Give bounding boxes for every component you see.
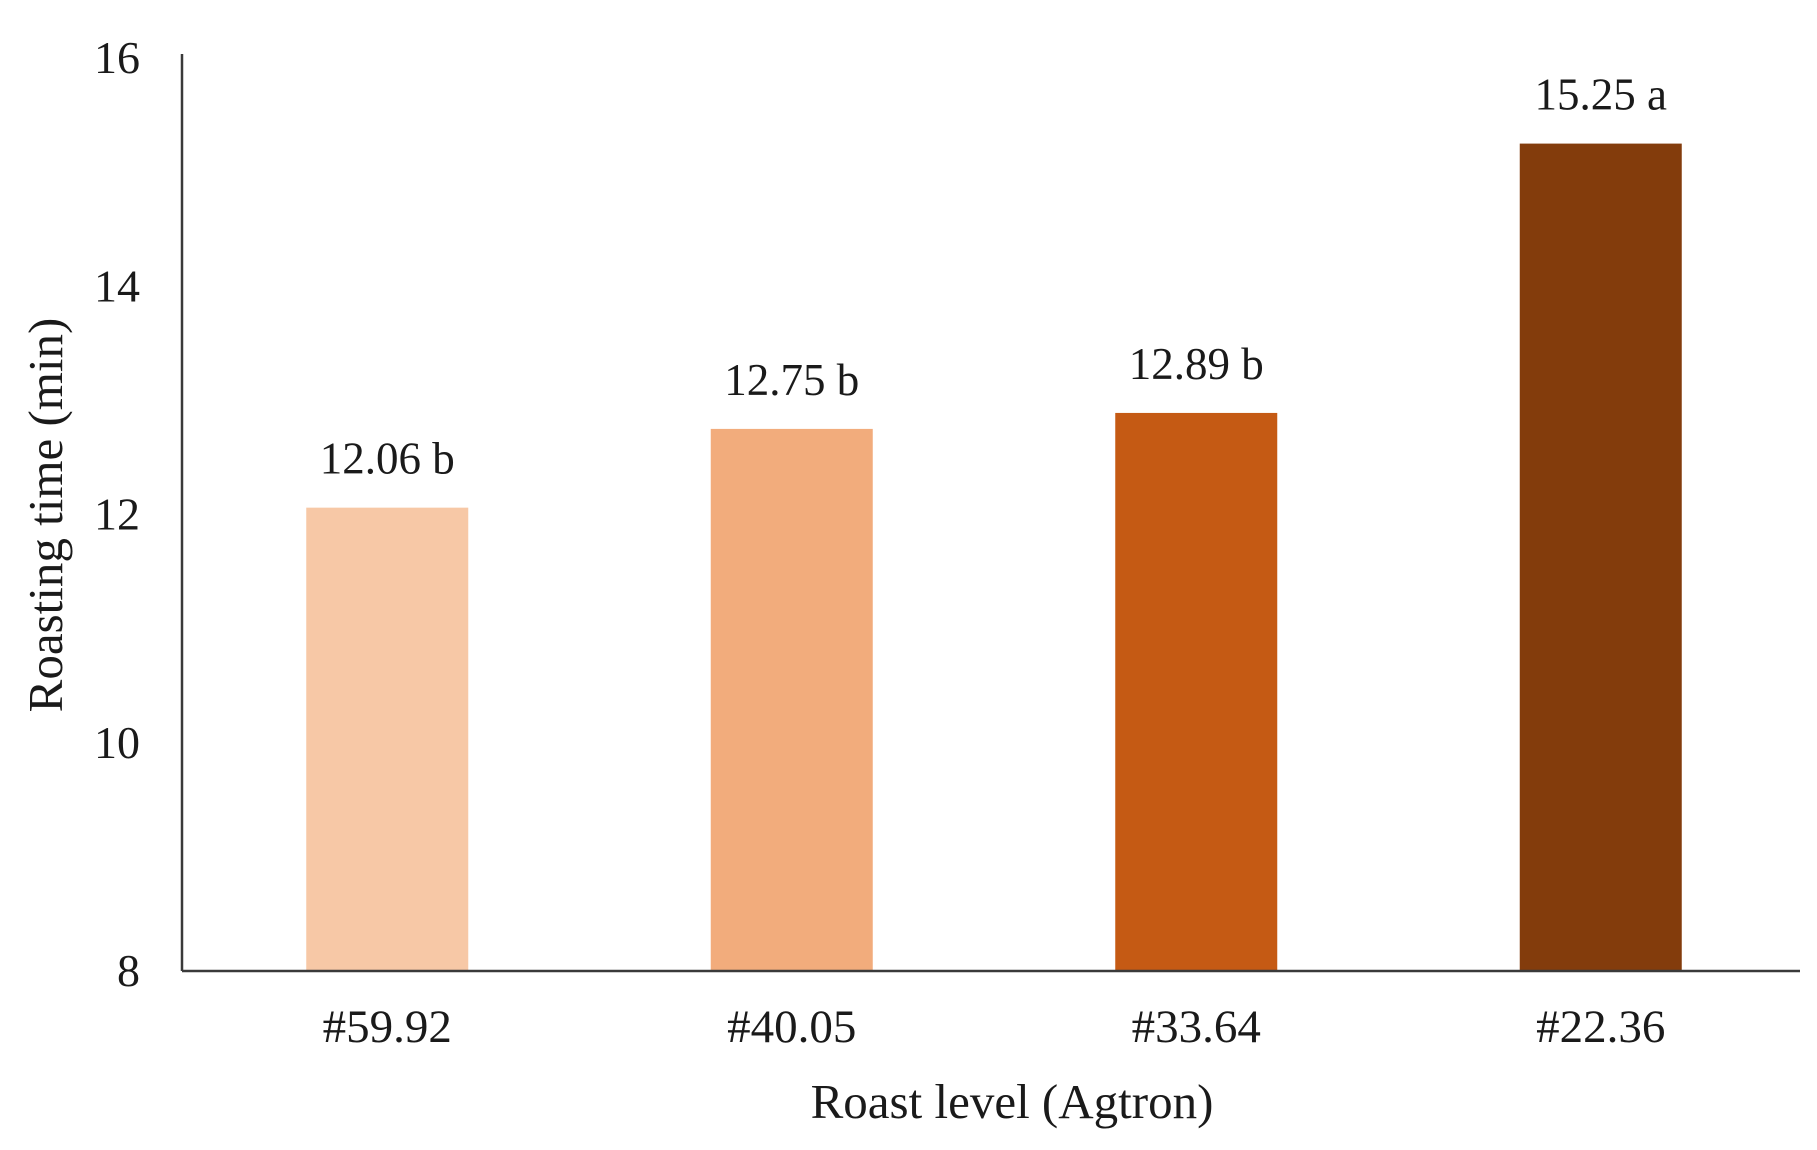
- bar-data-label: 12.89 b: [1129, 339, 1264, 389]
- bars-group: [306, 143, 1682, 972]
- data-labels-group: 12.06 b 12.75 b 12.89 b 15.25 a: [320, 70, 1667, 484]
- x-axis-title: Roast level (Agtron): [811, 1074, 1214, 1129]
- bar: [1519, 143, 1682, 971]
- bar-data-label: 12.75 b: [724, 355, 859, 405]
- y-tick-label: 12: [94, 489, 140, 540]
- bar-data-label: 12.06 b: [320, 434, 455, 484]
- x-category-label: #59.92: [323, 1001, 452, 1053]
- y-tick-label: 8: [117, 945, 140, 996]
- x-category-label: #33.64: [1132, 1001, 1261, 1053]
- bar-data-label: 15.25 a: [1535, 70, 1668, 120]
- y-tick-label: 14: [94, 260, 140, 311]
- y-axis-ticks: 8 10 12 14 16: [94, 32, 140, 996]
- x-category-label: #40.05: [727, 1001, 856, 1053]
- bar: [710, 428, 873, 971]
- bar: [306, 507, 469, 971]
- y-tick-label: 16: [94, 32, 140, 83]
- x-axis-ticks: #59.92 #40.05 #33.64 #22.36: [323, 1001, 1666, 1053]
- y-tick-label: 10: [94, 717, 140, 768]
- y-axis-title: Roasting time (min): [18, 318, 73, 713]
- x-category-label: #22.36: [1536, 1001, 1665, 1053]
- bar: [1115, 412, 1278, 972]
